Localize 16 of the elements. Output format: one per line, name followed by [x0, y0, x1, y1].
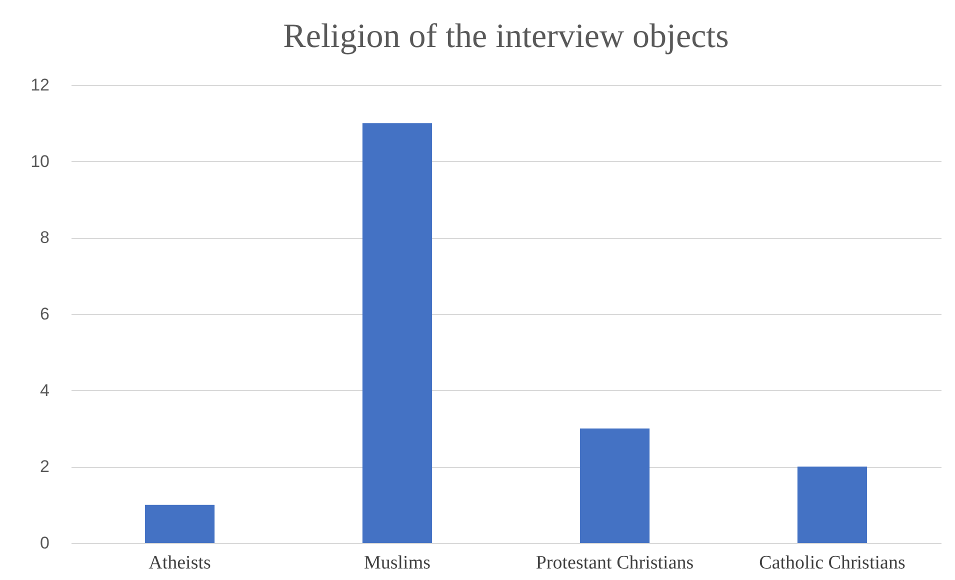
y-tick-label: 6	[40, 304, 50, 324]
y-tick-label: 12	[30, 76, 50, 94]
bar	[362, 123, 432, 543]
y-tick-label: 10	[30, 152, 50, 171]
x-tick-label: Catholic Christians	[759, 552, 906, 574]
x-tick-label: Protestant Christians	[536, 552, 694, 574]
x-tick-label: Atheists	[148, 552, 211, 574]
bar	[144, 504, 215, 543]
bar	[580, 428, 650, 543]
y-tick-label: 2	[40, 457, 50, 476]
chart-title: Religion of the interview objects	[283, 18, 729, 55]
x-tick-label: Muslims	[364, 552, 431, 574]
bar	[797, 466, 868, 543]
y-tick-label: 4	[40, 380, 50, 400]
y-tick-label: 0	[40, 534, 50, 552]
y-tick-label: 8	[40, 228, 50, 248]
